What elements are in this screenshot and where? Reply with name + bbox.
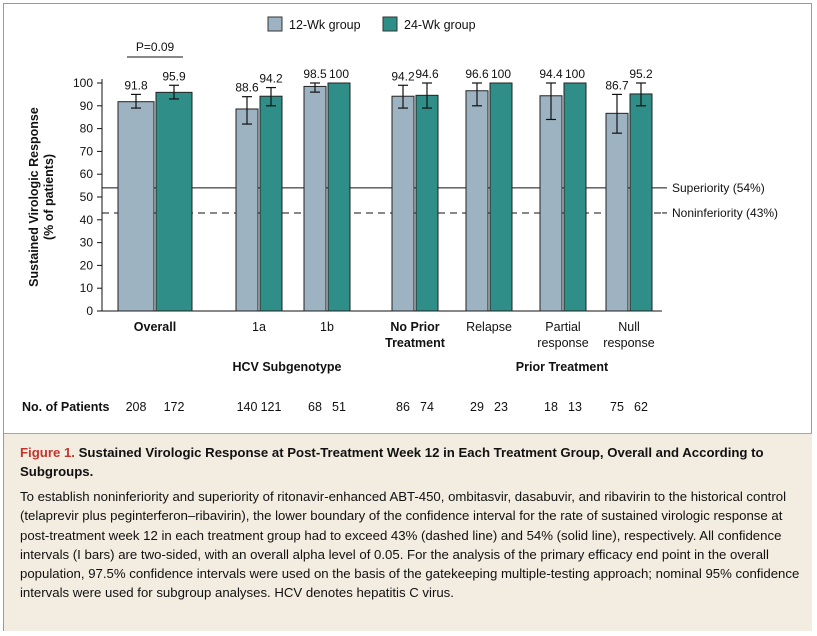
patient-counts: No. of Patients 208 172 140 121 68 51 86 74 29 23 1… [22,400,648,414]
bar [539,95,563,312]
y-tick-label: 90 [80,99,94,113]
bar [259,95,283,312]
bar [629,93,653,312]
patient-count: 172 [164,400,185,414]
bar-value-label: 98.5 [303,67,327,81]
y-tick-label: 10 [80,281,94,295]
bar-chart: 12-Wk group 24-Wk group 0 10 20 30 40 50 60 70 80… [22,16,778,414]
x-tick-label: Null [618,320,640,334]
bar-value-label: 91.8 [124,78,148,92]
legend-label: 24-Wk group [404,18,476,32]
bar [391,95,415,312]
patient-count: 29 [470,400,484,414]
patient-count: 208 [126,400,147,414]
caption-title: Figure 1. Sustained Virologic Response a… [20,443,800,481]
bar [605,112,629,312]
section-label: Prior Treatment [516,360,609,374]
caption-body: To establish noninferiority and superior… [20,489,800,601]
bar-value-label: 86.7 [605,78,629,92]
y-axis-label-line: Sustained Virologic Response [27,107,41,287]
section-label: HCV Subgenotype [232,360,341,374]
x-tick-label: 1b [320,320,334,334]
y-axis-label: Sustained Virologic Response(% of patien… [27,107,56,287]
bar [563,82,587,312]
y-tick-label: 80 [80,122,94,136]
x-tick-label: Relapse [466,320,512,334]
bar-value-label: 94.2 [259,72,283,86]
patient-count: 13 [568,400,582,414]
bar-value-label: 100 [565,67,585,81]
x-tick-label: Partial [545,320,580,334]
bar [489,82,513,312]
patient-count: 51 [332,400,346,414]
patient-count: 18 [544,400,558,414]
y-tick-label: 100 [73,76,93,90]
bar [235,108,259,312]
bar-value-label: 95.2 [629,67,653,81]
bar [327,82,351,312]
x-tick-label: Treatment [385,336,446,350]
y-axis-label-line: (% of patients) [42,154,56,240]
bar-value-label: 95.9 [162,69,186,83]
bar [465,90,489,312]
bar-value-label: 94.4 [539,67,563,81]
x-tick-label: response [603,336,654,350]
p-value-label: P=0.09 [136,40,175,54]
reference-line-label: Superiority (54%) [672,181,765,195]
y-tick-label: 40 [80,213,94,227]
x-tick-label: response [537,336,588,350]
legend-swatch [382,16,398,32]
legend-label: 12-Wk group [289,18,361,32]
bar-value-label: 96.6 [465,67,489,81]
chart-legend: 12-Wk group 24-Wk group [267,16,476,32]
patient-count: 121 [261,400,282,414]
reference-lines: Superiority (54%) Noninferiority (43%) [102,181,778,220]
reference-line-label: Noninferiority (43%) [672,206,778,220]
y-tick-label: 70 [80,144,94,158]
y-tick-label: 20 [80,258,94,272]
bar [155,91,193,312]
patient-count: 86 [396,400,410,414]
bar [415,94,439,312]
patient-count: 23 [494,400,508,414]
patient-count: 140 [237,400,258,414]
bar-value-label: 100 [329,67,349,81]
bar-value-label: 94.6 [415,67,439,81]
bar-value-label: 100 [491,67,511,81]
caption-title-text: Sustained Virologic Response at Post-Tre… [20,445,764,479]
x-tick-label: 1a [252,320,266,334]
n-label: No. of Patients [22,400,110,414]
y-tick-label: 30 [80,236,94,250]
patient-count: 68 [308,400,322,414]
bar-value-label: 94.2 [391,69,415,83]
figure-caption: Figure 1. Sustained Virologic Response a… [4,433,812,631]
x-axis-labels: Overall 1a 1b No Prior Treatment Relapse Parti… [134,320,655,374]
bars: 91.895.988.694.2 98.5 100 94.2 94.6 96.6 100 94… [117,40,653,312]
x-tick-label: No Prior [390,320,439,334]
bar [303,85,327,312]
y-tick-label: 0 [86,304,93,318]
y-tick-label: 50 [80,190,94,204]
y-axis: 0 10 20 30 40 50 60 70 80 90 100 Sustained Virologi… [27,76,662,318]
patient-count: 75 [610,400,624,414]
bar-value-label: 88.6 [235,81,259,95]
caption-label: Figure 1. [20,445,75,460]
bar [117,101,155,312]
patient-count: 74 [420,400,434,414]
legend-swatch [267,16,283,32]
x-tick-label: Overall [134,320,176,334]
y-tick-label: 60 [80,167,94,181]
patient-count: 62 [634,400,648,414]
